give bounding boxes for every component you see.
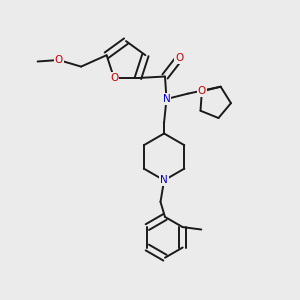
Text: O: O xyxy=(110,73,118,83)
Text: N: N xyxy=(160,175,168,185)
Text: O: O xyxy=(175,53,184,63)
Text: O: O xyxy=(55,55,63,65)
Text: O: O xyxy=(198,86,206,96)
Text: N: N xyxy=(163,94,170,104)
